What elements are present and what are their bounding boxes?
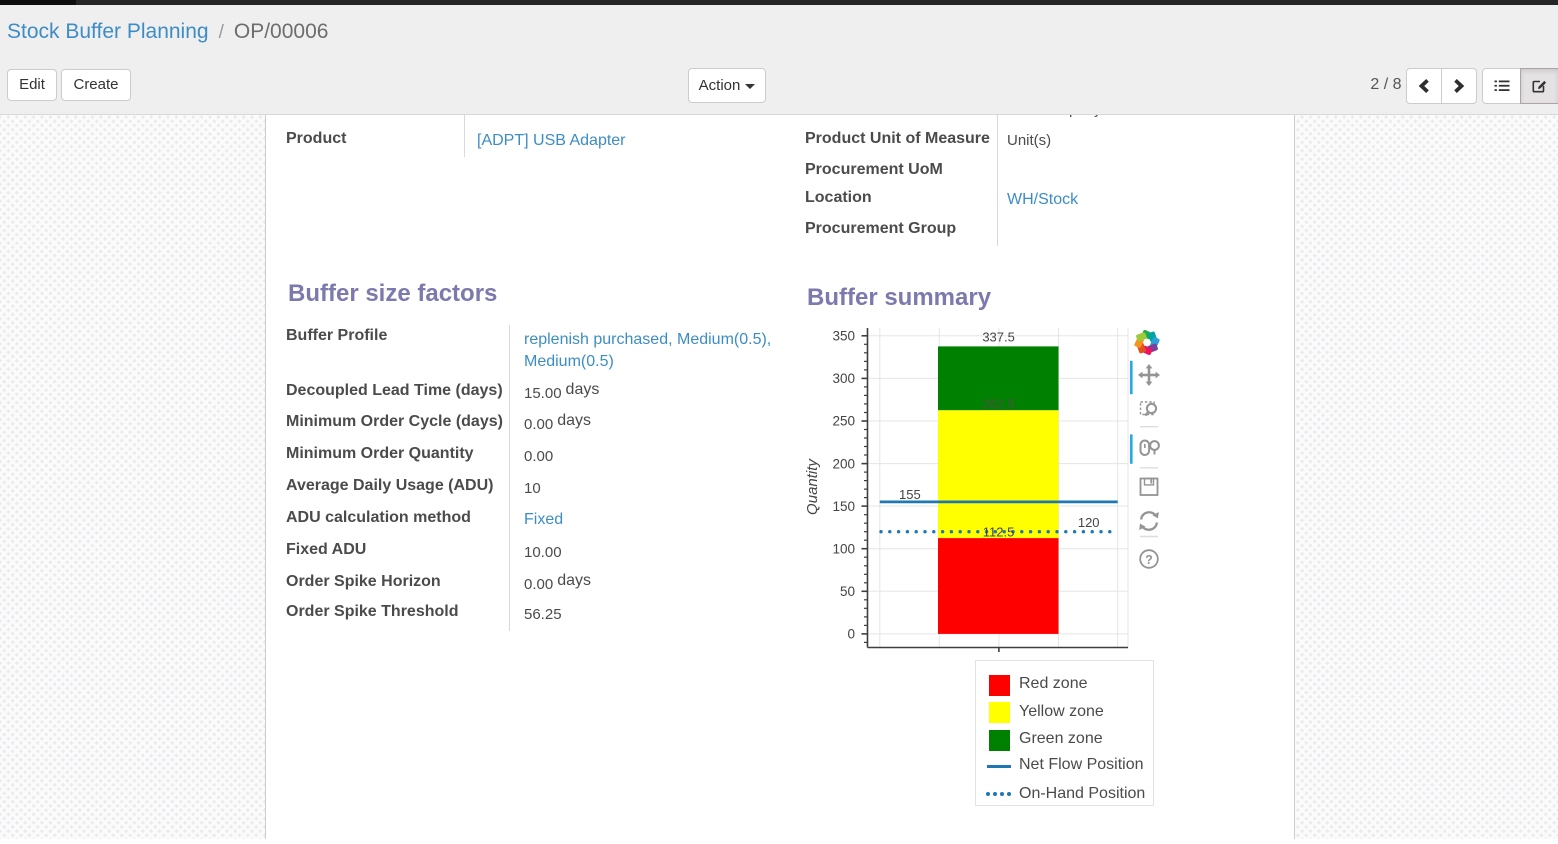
svg-text:200: 200 [832, 456, 855, 471]
svg-text:120: 120 [1078, 515, 1100, 530]
svg-text:?: ? [1145, 553, 1153, 567]
svg-text:100: 100 [832, 541, 855, 556]
svg-text:Quantity: Quantity [804, 458, 821, 515]
svg-text:155: 155 [899, 487, 921, 502]
svg-text:112.5: 112.5 [983, 525, 1015, 540]
svg-text:262.5: 262.5 [982, 397, 1015, 412]
svg-text:50: 50 [840, 584, 855, 599]
svg-text:150: 150 [832, 499, 855, 514]
svg-text:0: 0 [847, 627, 855, 642]
svg-text:337.5: 337.5 [982, 330, 1015, 345]
svg-text:250: 250 [832, 414, 855, 429]
svg-text:350: 350 [832, 329, 855, 344]
svg-text:300: 300 [832, 371, 855, 386]
